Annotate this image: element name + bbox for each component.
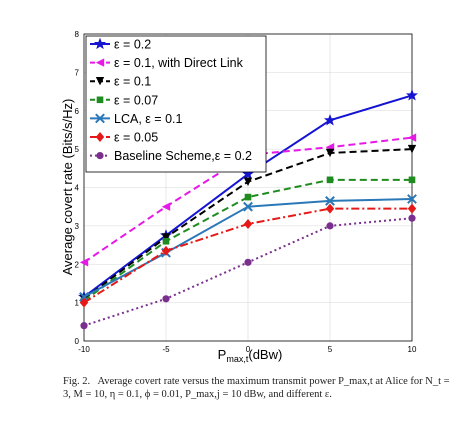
legend-entry: ε = 0.1 [90,75,151,89]
legend-marker [93,37,107,50]
data-point [323,113,337,126]
data-point [79,258,89,267]
legend-entry: ε = 0.1, with Direct Link [90,56,244,70]
y-tick-label: 8 [75,30,80,39]
data-point [79,297,89,308]
series-5 [79,203,417,308]
x-axis-title: Pmax,t(dBw) [218,347,283,364]
covert-rate-chart: 0 1 2 3 4 5 6 7 8 -10 -5 0 5 10 ε = 0.2 ε = 0.1, with… [60,30,419,364]
data-point [161,245,171,256]
legend-entry: ε = 0.2 [90,38,151,52]
legend-entry: Baseline Scheme,ε = 0.2 [90,149,252,163]
y-tick-label: 5 [75,145,80,154]
legend-label: ε = 0.1 [114,75,151,89]
series-line [83,136,413,264]
legend-label: ε = 0.07 [114,93,158,107]
figure-caption: Fig. 2. Average covert rate versus the m… [63,375,453,401]
data-point [79,291,89,302]
data-point [326,222,334,230]
legend-label: ε = 0.2 [114,38,151,52]
legend-label: ε = 0.05 [114,131,158,145]
y-axis-ticks: 0 1 2 3 4 5 6 7 8 [75,30,80,346]
x-tick-label: 10 [408,345,417,354]
legend-entry: ε = 0.05 [90,131,158,145]
y-tick-label: 7 [75,68,80,77]
x-tick-label: -5 [162,345,170,354]
y-tick-label: 4 [75,184,80,193]
legend-label: Baseline Scheme,ε = 0.2 [114,149,252,163]
legend-marker [95,113,105,124]
data-point [161,202,171,211]
caption-label: Fig. 2. [63,376,91,387]
data-point [243,177,253,186]
data-point [325,196,335,206]
series-6 [80,214,416,330]
data-point [407,133,417,142]
x-axis-ticks: -10 -5 0 5 10 [78,345,417,354]
data-point [243,218,253,229]
y-tick-label: 3 [75,222,80,231]
caption-text: Average covert rate versus the maximum t… [63,376,450,400]
y-tick-label: 0 [75,337,80,346]
series-line [83,178,412,302]
x-tick-label: 5 [328,345,333,354]
legend-box [85,35,267,173]
data-point [405,89,419,101]
data-point [325,203,335,214]
data-point [162,295,170,303]
data-point [244,193,252,201]
data-point [407,203,417,214]
y-tick-label: 1 [75,299,80,308]
data-point [408,214,416,222]
x-tick-label: -10 [78,345,90,354]
y-tick-label: 2 [75,260,80,269]
legend-label: LCA, ε = 0.1 [114,112,183,126]
data-point [80,322,88,330]
series-layer [77,89,419,330]
data-point [407,144,417,154]
data-point [325,148,335,158]
data-point [161,233,171,242]
legend-marker [95,58,105,67]
legend-entry: LCA, ε = 0.1 [90,112,183,126]
data-point [244,258,252,266]
plot-frame [83,33,413,342]
data-point [243,201,253,212]
legend-label: ε = 0.1, with Direct Link [114,56,244,70]
legend-marker [96,152,104,160]
data-point [162,237,170,245]
x-tick-label: 0 [246,345,251,354]
data-point [326,176,334,184]
legend-marker [95,132,105,142]
data-point [407,194,417,204]
legend: ε = 0.2 ε = 0.1, with Direct Link ε = 0.1 ε… [85,35,267,173]
y-tick-label: 6 [75,107,80,116]
legend-entry: ε = 0.07 [90,93,158,107]
data-point [408,176,416,184]
legend-marker [96,96,104,104]
legend-marker [95,77,105,86]
y-axis-title: Average covert rate (Bits/s/Hz) [60,99,75,276]
